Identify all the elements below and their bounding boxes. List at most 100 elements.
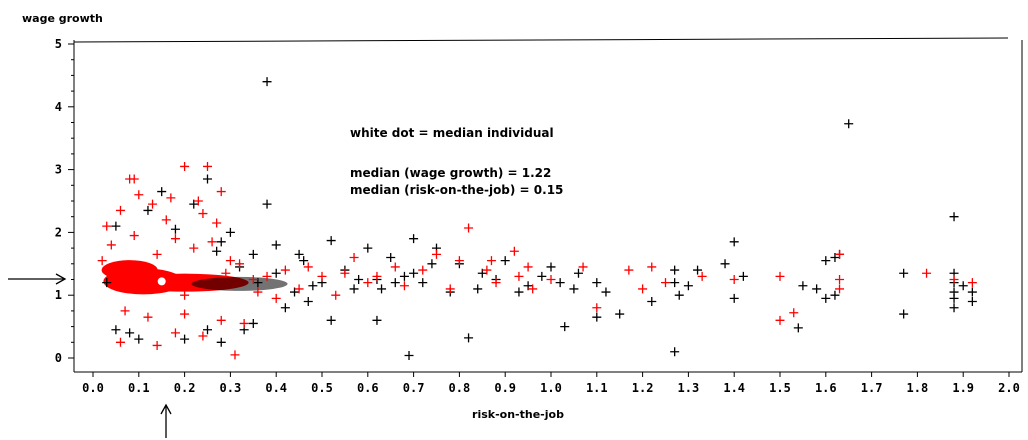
data-point: [693, 265, 703, 275]
data-point: [193, 196, 203, 206]
data-point: [170, 234, 180, 244]
data-point: [221, 268, 231, 278]
data-point: [340, 268, 350, 278]
y-tick-label: 4: [55, 100, 62, 114]
data-point: [523, 281, 533, 291]
data-point: [216, 187, 226, 197]
data-point: [106, 240, 116, 250]
data-point: [349, 253, 359, 263]
data-point: [271, 293, 281, 303]
data-point: [180, 161, 190, 171]
data-point: [280, 303, 290, 313]
data-point: [290, 287, 300, 297]
data-point: [170, 224, 180, 234]
data-point: [203, 325, 212, 335]
data-point: [152, 340, 162, 350]
data-point: [180, 309, 190, 319]
data-point: [775, 315, 785, 325]
data-point: [775, 271, 785, 281]
data-point: [491, 278, 501, 288]
data-point: [152, 249, 162, 259]
data-point: [271, 240, 281, 250]
data-point: [180, 290, 190, 300]
data-point: [844, 119, 854, 129]
annotation-median-individual: white dot = median individual: [350, 126, 554, 140]
x-tick-label: 0.6: [357, 381, 379, 395]
data-point: [674, 290, 684, 300]
data-point: [514, 271, 524, 281]
data-point: [262, 271, 272, 281]
x-tick-label: 1.7: [861, 381, 883, 395]
data-point: [207, 237, 217, 247]
data-point: [248, 275, 258, 284]
data-point: [835, 284, 845, 294]
top-frame-line: [73, 37, 1009, 43]
data-point: [170, 328, 180, 338]
data-point: [399, 271, 409, 281]
data-point: [729, 275, 739, 284]
data-point: [303, 296, 313, 306]
data-point: [280, 265, 290, 275]
data-point: [647, 262, 657, 272]
data-point: [349, 284, 359, 294]
data-point: [418, 278, 428, 288]
data-point: [697, 271, 707, 281]
data-point: [899, 268, 909, 278]
left-arrow-head: [55, 273, 67, 285]
data-point: [958, 281, 968, 291]
data-point: [148, 199, 158, 209]
data-point: [500, 256, 510, 266]
data-point: [793, 323, 803, 333]
x-tick-label: 0.0: [82, 381, 104, 395]
data-point: [473, 284, 483, 294]
y-axis-label: wage growth: [22, 12, 103, 25]
data-point: [189, 199, 199, 209]
data-point: [262, 77, 272, 87]
axes: 0 1 2 3 4 5 0.0 0.1 0.2 0.3 0.4 0.5 0.6 0.7 0.8 0.9 1.0 1…: [55, 37, 1023, 395]
data-point: [253, 287, 263, 297]
data-point: [409, 234, 419, 244]
data-point: [798, 281, 808, 291]
data-point: [143, 312, 153, 322]
annotation-median-wage-growth: median (wage growth) = 1.22: [350, 166, 551, 180]
data-point: [331, 290, 341, 300]
x-tick-label: 1.0: [540, 381, 562, 395]
data-point: [670, 347, 680, 357]
annotation-median-risk: median (risk-on-the-job) = 0.15: [350, 183, 563, 197]
data-point: [115, 205, 125, 215]
dense-point-cluster: [101, 260, 288, 295]
data-point: [578, 262, 588, 272]
data-point: [477, 268, 487, 278]
data-point: [120, 306, 130, 316]
data-point: [670, 265, 680, 275]
data-point: [253, 278, 263, 288]
x-tick-label: 0.2: [174, 381, 196, 395]
data-point: [835, 249, 845, 259]
data-point: [143, 205, 153, 215]
data-point: [326, 315, 336, 325]
data-point: [363, 278, 373, 288]
x-tick-label: 1.5: [769, 381, 791, 395]
data-point: [592, 278, 602, 288]
data-point: [203, 174, 212, 184]
data-point: [821, 256, 831, 266]
data-point: [409, 268, 419, 278]
data-point: [432, 249, 441, 259]
data-point: [615, 309, 625, 319]
x-tick-label: 1.9: [952, 381, 974, 395]
data-point: [729, 237, 739, 247]
y-tick-label: 5: [55, 37, 62, 51]
data-point: [212, 246, 222, 256]
data-point: [546, 275, 556, 284]
x-tick-label: 1.6: [815, 381, 837, 395]
data-point: [949, 275, 959, 284]
data-point: [569, 284, 579, 294]
data-point: [528, 284, 538, 294]
x-tick-label: 1.4: [723, 381, 745, 395]
data-point: [830, 253, 840, 263]
data-point: [967, 296, 977, 306]
data-point: [720, 259, 730, 269]
data-point: [835, 275, 845, 284]
x-tick-label: 0.5: [311, 381, 333, 395]
